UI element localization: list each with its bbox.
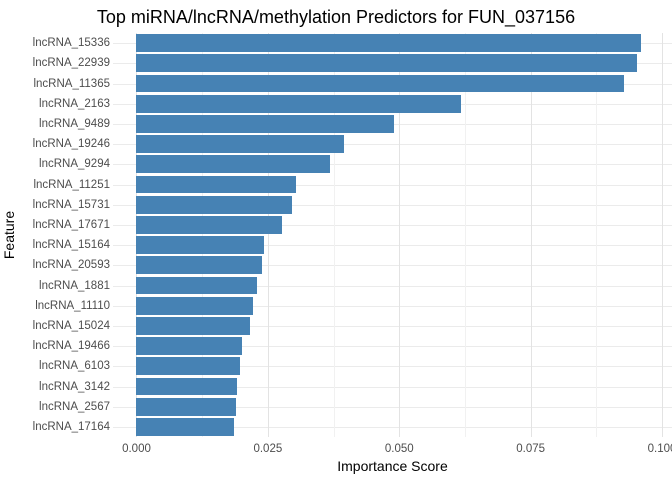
gridline-minor (596, 33, 598, 437)
y-tick-label: lncRNA_2163 (39, 97, 110, 110)
y-tick-label: lncRNA_20593 (32, 259, 110, 272)
gridline-horizontal (113, 285, 672, 287)
y-tick-label: lncRNA_15731 (32, 198, 110, 211)
y-tick-label: lncRNA_22939 (32, 57, 110, 70)
bar-lncRNA_6103 (136, 357, 240, 376)
gridline-minor (333, 33, 335, 437)
y-tick-label: lncRNA_17164 (32, 420, 110, 433)
bar-lncRNA_3142 (136, 377, 238, 396)
bar-lncRNA_1881 (136, 276, 258, 295)
gridline-minor (202, 33, 204, 437)
y-tick-label: lncRNA_2567 (39, 400, 110, 413)
bar-lncRNA_11110 (136, 296, 254, 315)
bar-lncRNA_15024 (136, 317, 250, 335)
gridline-horizontal (113, 325, 672, 327)
bar-lncRNA_11251 (136, 175, 296, 194)
y-tick-label: lncRNA_15164 (32, 239, 110, 252)
gridline-horizontal (113, 366, 672, 368)
y-tick-label: lncRNA_9489 (39, 117, 110, 130)
y-axis-labels: lncRNA_15336 lncRNA_22939 lncRNA_11365 lncR… (0, 33, 110, 437)
y-tick-label: lncRNA_15024 (32, 319, 110, 332)
gridline-horizontal (113, 144, 672, 146)
gridline-horizontal (113, 184, 672, 186)
gridline-major (136, 33, 138, 437)
gridline-horizontal (113, 406, 672, 408)
y-tick-label: lncRNA_9294 (39, 158, 110, 171)
y-tick-label: lncRNA_11251 (33, 178, 110, 191)
gridline-minor (464, 33, 466, 437)
bar-lncRNA_11365 (136, 74, 624, 93)
bar-lncRNA_19246 (136, 135, 345, 153)
gridline-horizontal (113, 426, 672, 428)
x-tick-label: 0.100 (647, 443, 672, 455)
y-tick-label: lncRNA_11110 (35, 299, 110, 312)
gridline-major (267, 33, 269, 437)
bar-lncRNA_22939 (136, 54, 637, 73)
y-tick-label: lncRNA_15336 (32, 37, 110, 50)
bar-lncRNA_17671 (136, 216, 282, 234)
y-tick-label: lncRNA_11365 (33, 77, 110, 90)
y-tick-label: lncRNA_1881 (39, 279, 110, 292)
y-tick-label: lncRNA_19246 (32, 138, 110, 151)
y-tick-label: lncRNA_19466 (32, 340, 110, 353)
x-tick-label: 0.050 (384, 443, 414, 455)
bar-lncRNA_2163 (136, 94, 461, 113)
x-tick-label: 0.000 (122, 443, 151, 455)
bar-lncRNA_9294 (136, 155, 330, 174)
gridline-horizontal (113, 224, 672, 226)
gridline-horizontal (113, 386, 672, 388)
x-axis-labels: 0.000 0.025 0.050 0.075 0.100 (0, 443, 672, 457)
gridline-major (662, 33, 663, 437)
x-axis-title: Importance Score (337, 458, 448, 474)
bar-lncRNA_17164 (136, 418, 234, 436)
bar-lncRNA_15731 (136, 195, 293, 214)
gridline-horizontal (113, 204, 672, 206)
plot-panel (113, 33, 672, 437)
gridline-horizontal (113, 164, 672, 166)
bar-lncRNA_19466 (136, 337, 242, 355)
bar-lncRNA_2567 (136, 397, 236, 416)
bar-lncRNA_15164 (136, 236, 265, 254)
bar-lncRNA_15336 (136, 34, 641, 52)
gridline-major (399, 33, 401, 437)
chart-title: Top miRNA/lncRNA/methylation Predictors … (96, 7, 576, 27)
x-tick-label: 0.025 (253, 443, 283, 455)
y-tick-label: lncRNA_6103 (39, 360, 110, 373)
bar-lncRNA_20593 (136, 256, 263, 275)
gridline-horizontal (113, 305, 672, 307)
gridline-horizontal (113, 265, 672, 267)
y-tick-label: lncRNA_17671 (32, 218, 110, 231)
gridline-major (530, 33, 532, 437)
x-tick-label: 0.075 (516, 443, 546, 455)
bar-lncRNA_9489 (136, 115, 394, 133)
gridline-horizontal (113, 245, 672, 247)
gridline-horizontal (113, 346, 672, 348)
y-tick-label: lncRNA_3142 (39, 380, 110, 393)
